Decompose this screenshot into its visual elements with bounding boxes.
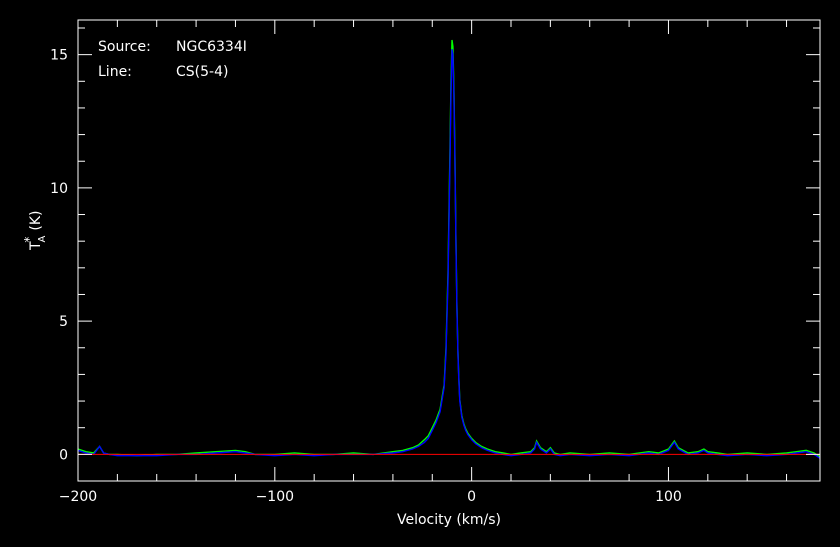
axes-frame bbox=[77, 19, 821, 482]
y-axis-label-main: T bbox=[28, 241, 44, 251]
x-tick-label: 0 bbox=[467, 489, 476, 505]
source-key: Source: bbox=[98, 39, 151, 55]
x-tick-label: −100 bbox=[256, 489, 294, 505]
y-tick-label: 10 bbox=[50, 181, 68, 197]
x-axis-label: Velocity (km/s) bbox=[397, 512, 501, 528]
y-tick-label: 5 bbox=[59, 314, 68, 330]
plot-area bbox=[77, 39, 821, 459]
line-key: Line: bbox=[98, 64, 132, 80]
x-tick-label: 100 bbox=[655, 489, 682, 505]
line-value: CS(5-4) bbox=[176, 64, 228, 80]
axis-ticks: −200 −100 0 100 0 5 10 15 bbox=[50, 20, 820, 505]
y-axis-label-superscript: * bbox=[22, 237, 36, 243]
x-tick-label: −200 bbox=[59, 489, 97, 505]
y-axis-label-subscript: A bbox=[37, 235, 48, 242]
svg-text:TA*(K): TA* (K) bbox=[22, 210, 48, 251]
source-value: NGC6334I bbox=[176, 39, 247, 55]
y-tick-label: 0 bbox=[59, 447, 68, 463]
y-axis-label-unit: (K) bbox=[28, 210, 44, 230]
y-axis-label: TA* (K) bbox=[22, 210, 48, 251]
y-tick-label: 15 bbox=[50, 48, 68, 64]
